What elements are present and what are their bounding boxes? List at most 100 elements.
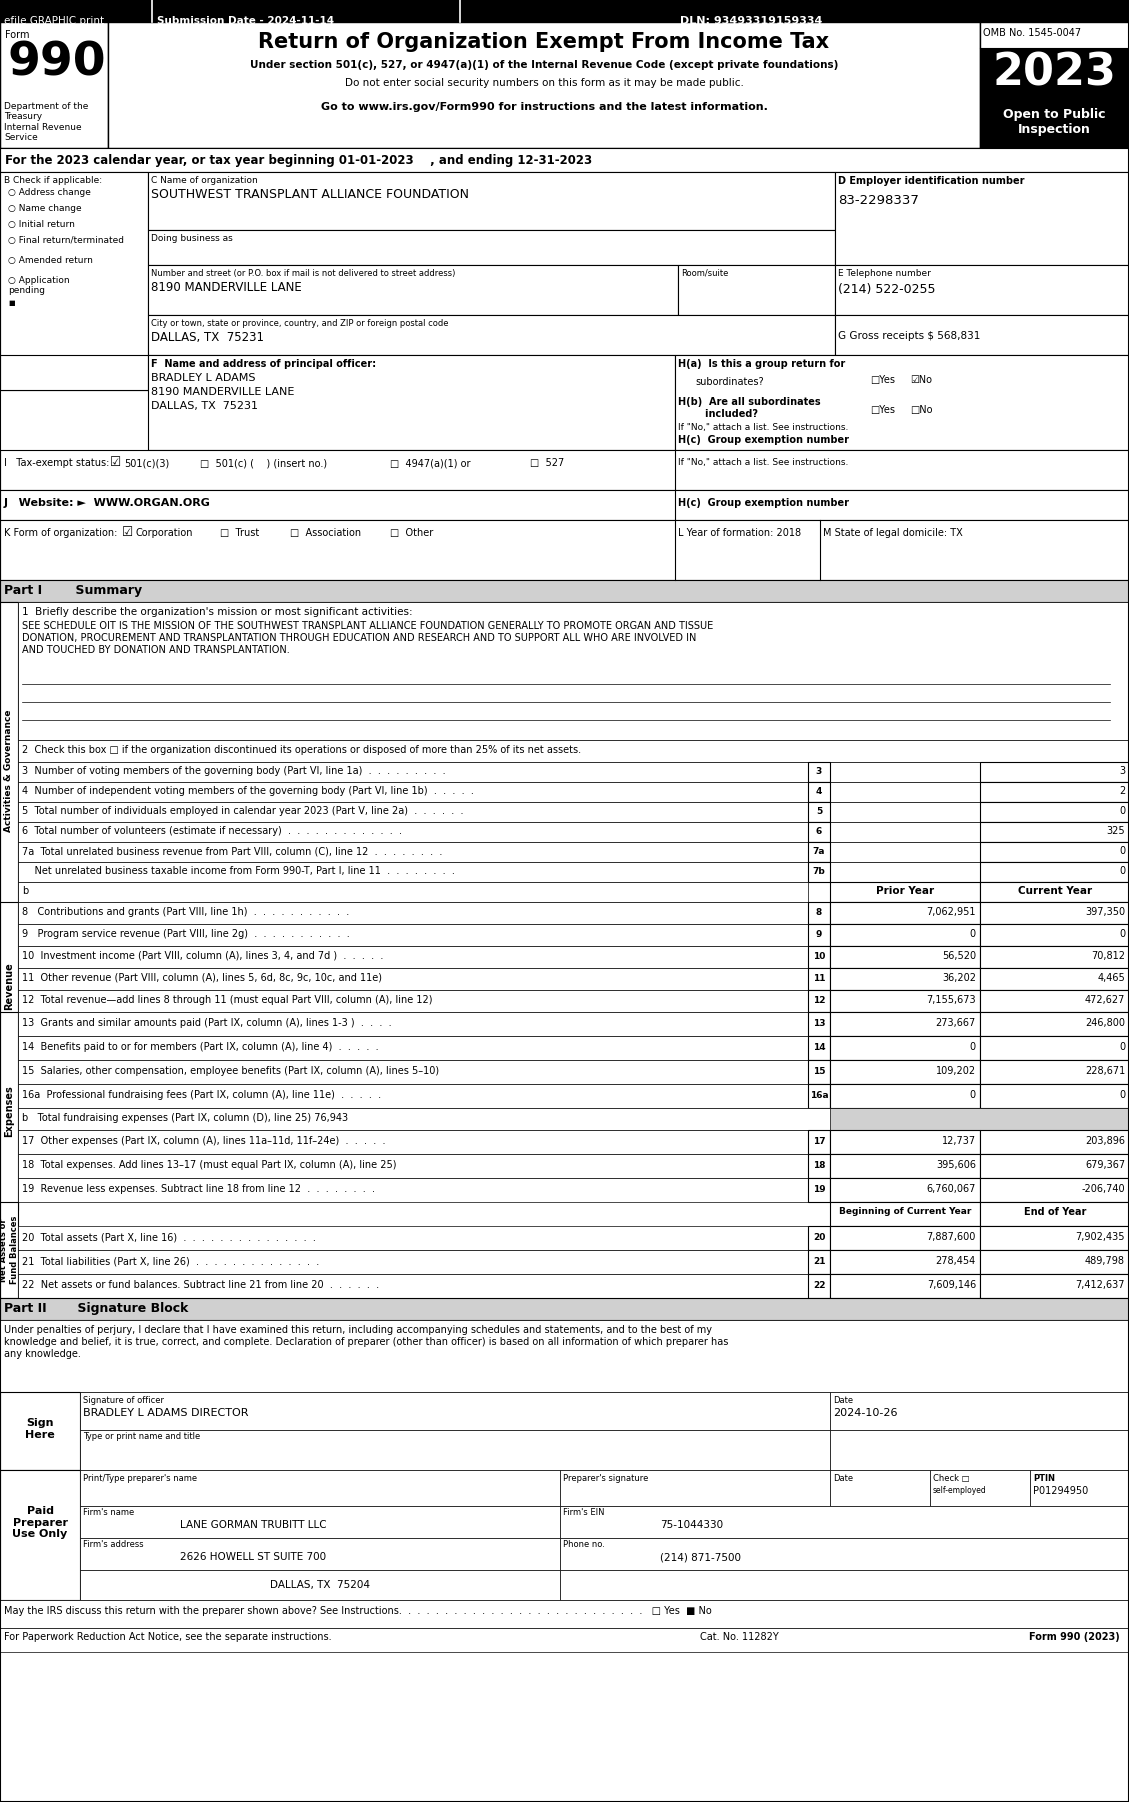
- Text: 12,737: 12,737: [942, 1135, 975, 1146]
- Text: ■: ■: [8, 299, 15, 306]
- Text: LANE GORMAN TRUBITT LLC: LANE GORMAN TRUBITT LLC: [180, 1521, 326, 1530]
- Bar: [808, 822, 830, 842]
- Text: End of Year: End of Year: [1024, 1207, 1086, 1216]
- Text: 203,896: 203,896: [1085, 1135, 1124, 1146]
- Bar: [830, 968, 980, 989]
- Bar: [0, 450, 1129, 490]
- Text: 6,760,067: 6,760,067: [927, 1184, 975, 1195]
- Text: DLN: 93493319159334: DLN: 93493319159334: [680, 16, 822, 25]
- Text: ☑: ☑: [122, 526, 133, 539]
- Bar: [808, 762, 830, 782]
- Text: included?: included?: [679, 409, 758, 420]
- Bar: [808, 782, 830, 802]
- Bar: [18, 1274, 1129, 1297]
- Text: 83-2298337: 83-2298337: [838, 195, 919, 207]
- Text: 12: 12: [813, 997, 825, 1006]
- Text: BRADLEY L ADAMS DIRECTOR: BRADLEY L ADAMS DIRECTOR: [84, 1407, 248, 1418]
- Text: 3: 3: [816, 768, 822, 777]
- Text: H(b)  Are all subordinates: H(b) Are all subordinates: [679, 396, 821, 407]
- Text: Net unrelated business taxable income from Form 990-T, Part I, line 11  .  .  . : Net unrelated business taxable income fr…: [21, 867, 455, 876]
- Bar: [0, 903, 18, 1070]
- Text: AND TOUCHED BY DONATION AND TRANSPLANTATION.: AND TOUCHED BY DONATION AND TRANSPLANTAT…: [21, 645, 290, 654]
- Text: 36,202: 36,202: [942, 973, 975, 984]
- Bar: [18, 782, 1129, 802]
- Text: 2626 HOWELL ST SUITE 700: 2626 HOWELL ST SUITE 700: [180, 1552, 326, 1562]
- Bar: [980, 1251, 1129, 1274]
- Bar: [0, 602, 18, 941]
- Text: 990: 990: [8, 40, 106, 85]
- Bar: [148, 231, 835, 265]
- Text: For the 2023 calendar year, or tax year beginning 01-01-2023    , and ending 12-: For the 2023 calendar year, or tax year …: [5, 153, 592, 168]
- Bar: [1030, 1470, 1129, 1506]
- Text: 4: 4: [816, 787, 822, 796]
- Text: 0: 0: [1119, 930, 1124, 939]
- Text: DALLAS, TX  75231: DALLAS, TX 75231: [151, 332, 264, 344]
- Text: May the IRS discuss this return with the preparer shown above? See Instructions.: May the IRS discuss this return with the…: [5, 1606, 711, 1616]
- Text: 489,798: 489,798: [1085, 1256, 1124, 1267]
- Text: □  Other: □ Other: [390, 528, 434, 539]
- Text: □Yes: □Yes: [870, 375, 895, 386]
- Bar: [830, 1391, 1129, 1431]
- Text: 0: 0: [1119, 805, 1124, 816]
- Text: 14: 14: [813, 1043, 825, 1052]
- Bar: [835, 171, 1129, 265]
- Bar: [18, 842, 1129, 861]
- Text: Form 990 (2023): Form 990 (2023): [1030, 1633, 1120, 1642]
- Bar: [808, 903, 830, 924]
- Text: Room/suite: Room/suite: [681, 268, 728, 278]
- Text: City or town, state or province, country, and ZIP or foreign postal code: City or town, state or province, country…: [151, 319, 448, 328]
- Bar: [808, 1036, 830, 1060]
- Bar: [0, 1470, 80, 1600]
- Bar: [18, 802, 1129, 822]
- Text: 2: 2: [1119, 786, 1124, 796]
- Bar: [675, 355, 1129, 450]
- Text: 15: 15: [813, 1067, 825, 1076]
- Text: Firm's EIN: Firm's EIN: [563, 1508, 604, 1517]
- Bar: [0, 0, 1129, 22]
- Bar: [830, 989, 980, 1013]
- Bar: [80, 1391, 830, 1431]
- Bar: [808, 1013, 830, 1036]
- Text: For Paperwork Reduction Act Notice, see the separate instructions.: For Paperwork Reduction Act Notice, see …: [5, 1633, 332, 1642]
- Text: 0: 0: [970, 1042, 975, 1052]
- Text: Activities & Governance: Activities & Governance: [5, 710, 14, 833]
- Text: 7,062,951: 7,062,951: [927, 906, 975, 917]
- Text: b: b: [21, 887, 28, 896]
- Bar: [18, 903, 1129, 924]
- Bar: [830, 881, 980, 903]
- Text: OMB No. 1545-0047: OMB No. 1545-0047: [983, 29, 1082, 38]
- Text: 0: 0: [970, 930, 975, 939]
- Bar: [808, 989, 830, 1013]
- Text: 472,627: 472,627: [1085, 995, 1124, 1006]
- Text: Firm's address: Firm's address: [84, 1541, 143, 1550]
- Text: self-employed: self-employed: [933, 1487, 987, 1496]
- Text: 15  Salaries, other compensation, employee benefits (Part IX, column (A), lines : 15 Salaries, other compensation, employe…: [21, 1067, 439, 1076]
- Text: 14  Benefits paid to or for members (Part IX, column (A), line 4)  .  .  .  .  .: 14 Benefits paid to or for members (Part…: [21, 1042, 378, 1052]
- Bar: [830, 1036, 980, 1060]
- Text: -206,740: -206,740: [1082, 1184, 1124, 1195]
- Bar: [835, 265, 1129, 315]
- Bar: [108, 22, 980, 148]
- Text: P01294950: P01294950: [1033, 1487, 1088, 1496]
- Bar: [0, 148, 1129, 171]
- Bar: [0, 1600, 1129, 1627]
- Bar: [148, 265, 679, 315]
- Bar: [80, 1570, 560, 1600]
- Bar: [980, 802, 1129, 822]
- Bar: [148, 315, 835, 355]
- Bar: [830, 1251, 980, 1274]
- Bar: [808, 946, 830, 968]
- Bar: [808, 1225, 830, 1251]
- Text: DALLAS, TX  75204: DALLAS, TX 75204: [270, 1580, 370, 1589]
- Text: C Name of organization: C Name of organization: [151, 177, 257, 186]
- Text: 10  Investment income (Part VIII, column (A), lines 3, 4, and 7d )  .  .  .  .  : 10 Investment income (Part VIII, column …: [21, 951, 384, 960]
- Text: 20: 20: [813, 1233, 825, 1242]
- Bar: [18, 602, 1129, 741]
- Text: Part I: Part I: [5, 584, 42, 596]
- Bar: [980, 1202, 1129, 1225]
- Bar: [980, 924, 1129, 946]
- Text: 2024-10-26: 2024-10-26: [833, 1407, 898, 1418]
- Text: 11: 11: [813, 975, 825, 984]
- Text: 8   Contributions and grants (Part VIII, line 1h)  .  .  .  .  .  .  .  .  .  . : 8 Contributions and grants (Part VIII, l…: [21, 906, 349, 917]
- Text: Under penalties of perjury, I declare that I have examined this return, includin: Under penalties of perjury, I declare th…: [5, 1324, 712, 1335]
